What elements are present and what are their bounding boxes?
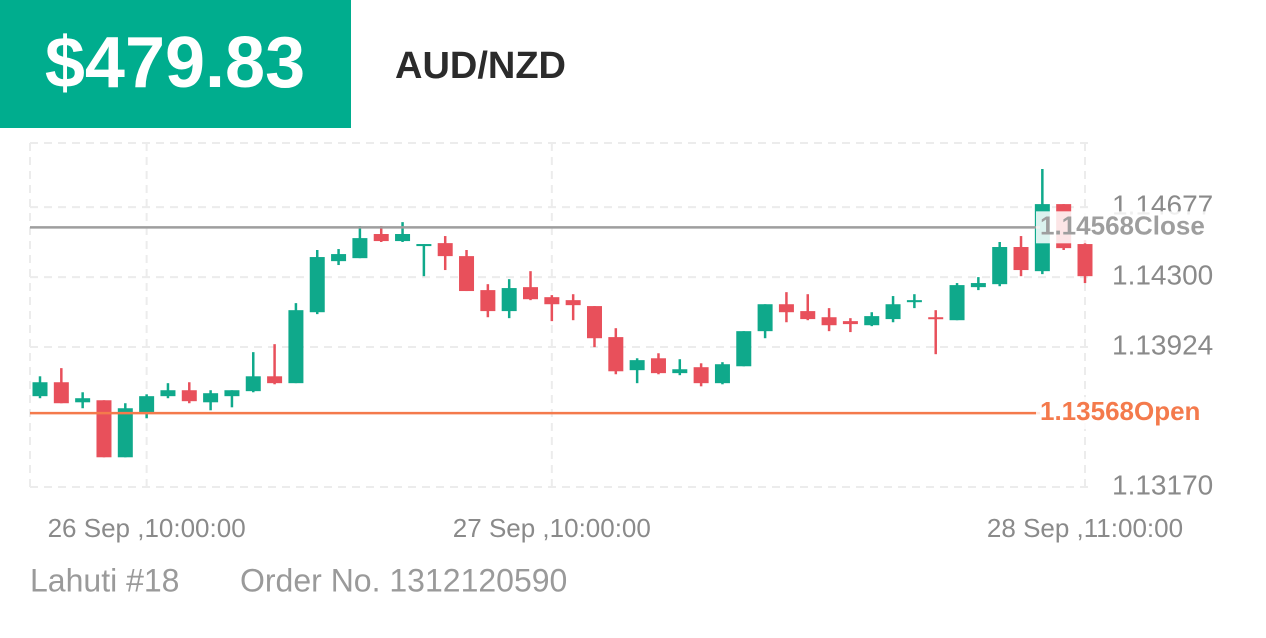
candle-body (544, 297, 560, 305)
candle-body (160, 390, 176, 397)
candle-body (75, 398, 91, 403)
candle-body (1077, 244, 1093, 277)
amount: $479.83 (45, 23, 305, 103)
candle-body (437, 243, 453, 257)
label-background (1036, 211, 1226, 244)
x-tick-label: 27 Sep ,10:00:00 (453, 513, 651, 543)
candle-body (459, 256, 475, 292)
open-label: 1.13568Open (1040, 396, 1200, 426)
candle-body (778, 304, 794, 313)
y-tick-label: 1.13924 (1112, 329, 1213, 360)
candle-body (501, 288, 517, 312)
candle-body (650, 358, 666, 374)
candle-body (672, 369, 688, 374)
y-tick-label: 1.13170 (1112, 469, 1213, 500)
close-label: 1.14568Close (1040, 210, 1205, 240)
candle-body (608, 337, 624, 372)
account: Lahuti #18 (30, 562, 179, 598)
candle-body (736, 331, 752, 367)
candle-body (32, 382, 48, 397)
candle-body (331, 254, 347, 262)
x-tick-label: 28 Sep ,11:00:00 (987, 513, 1183, 543)
candle-body (181, 390, 197, 402)
candle-body (203, 393, 219, 403)
candle-body (970, 283, 986, 288)
candle-body (139, 396, 155, 413)
candle-body (629, 360, 645, 371)
candle-body (714, 364, 730, 384)
candle-body (373, 234, 389, 242)
line-name: Close (1134, 210, 1205, 240)
symbol: AUD/NZD (395, 45, 566, 87)
line-value: 1.13568 (1040, 396, 1134, 426)
candle-body (245, 376, 261, 392)
candle-body (992, 247, 1008, 285)
y-tick-label: 1.14300 (1112, 259, 1213, 290)
candle-body (267, 376, 283, 384)
candle-body (842, 321, 858, 325)
candle-body (949, 285, 965, 321)
amount-badge (0, 0, 351, 128)
candle-body (352, 238, 368, 259)
candle-body (800, 311, 816, 320)
candle-body (53, 382, 69, 404)
candle-body (821, 317, 837, 326)
candle-body (757, 304, 773, 332)
label-background (1036, 397, 1226, 430)
candle-body (224, 390, 240, 397)
candle-body (96, 400, 112, 458)
line-name: Open (1134, 396, 1200, 426)
candle-body (117, 408, 133, 458)
candle-body (1013, 247, 1029, 271)
candle-body (288, 310, 304, 384)
candle-body (885, 304, 901, 320)
candle-body (565, 300, 581, 306)
x-tick-label: 26 Sep ,10:00:00 (48, 513, 246, 543)
candle-body (416, 244, 432, 247)
candle-body (586, 306, 602, 339)
order-number: Order No. 1312120590 (240, 562, 567, 598)
candle-body (928, 317, 944, 320)
candle-body (864, 316, 880, 326)
line-value: 1.14568 (1040, 210, 1134, 240)
candle-body (395, 234, 411, 242)
candle-body (906, 300, 922, 303)
candle-body (309, 257, 325, 313)
candle-body (480, 290, 496, 312)
candle-body (523, 287, 539, 300)
candle-body (693, 367, 709, 384)
